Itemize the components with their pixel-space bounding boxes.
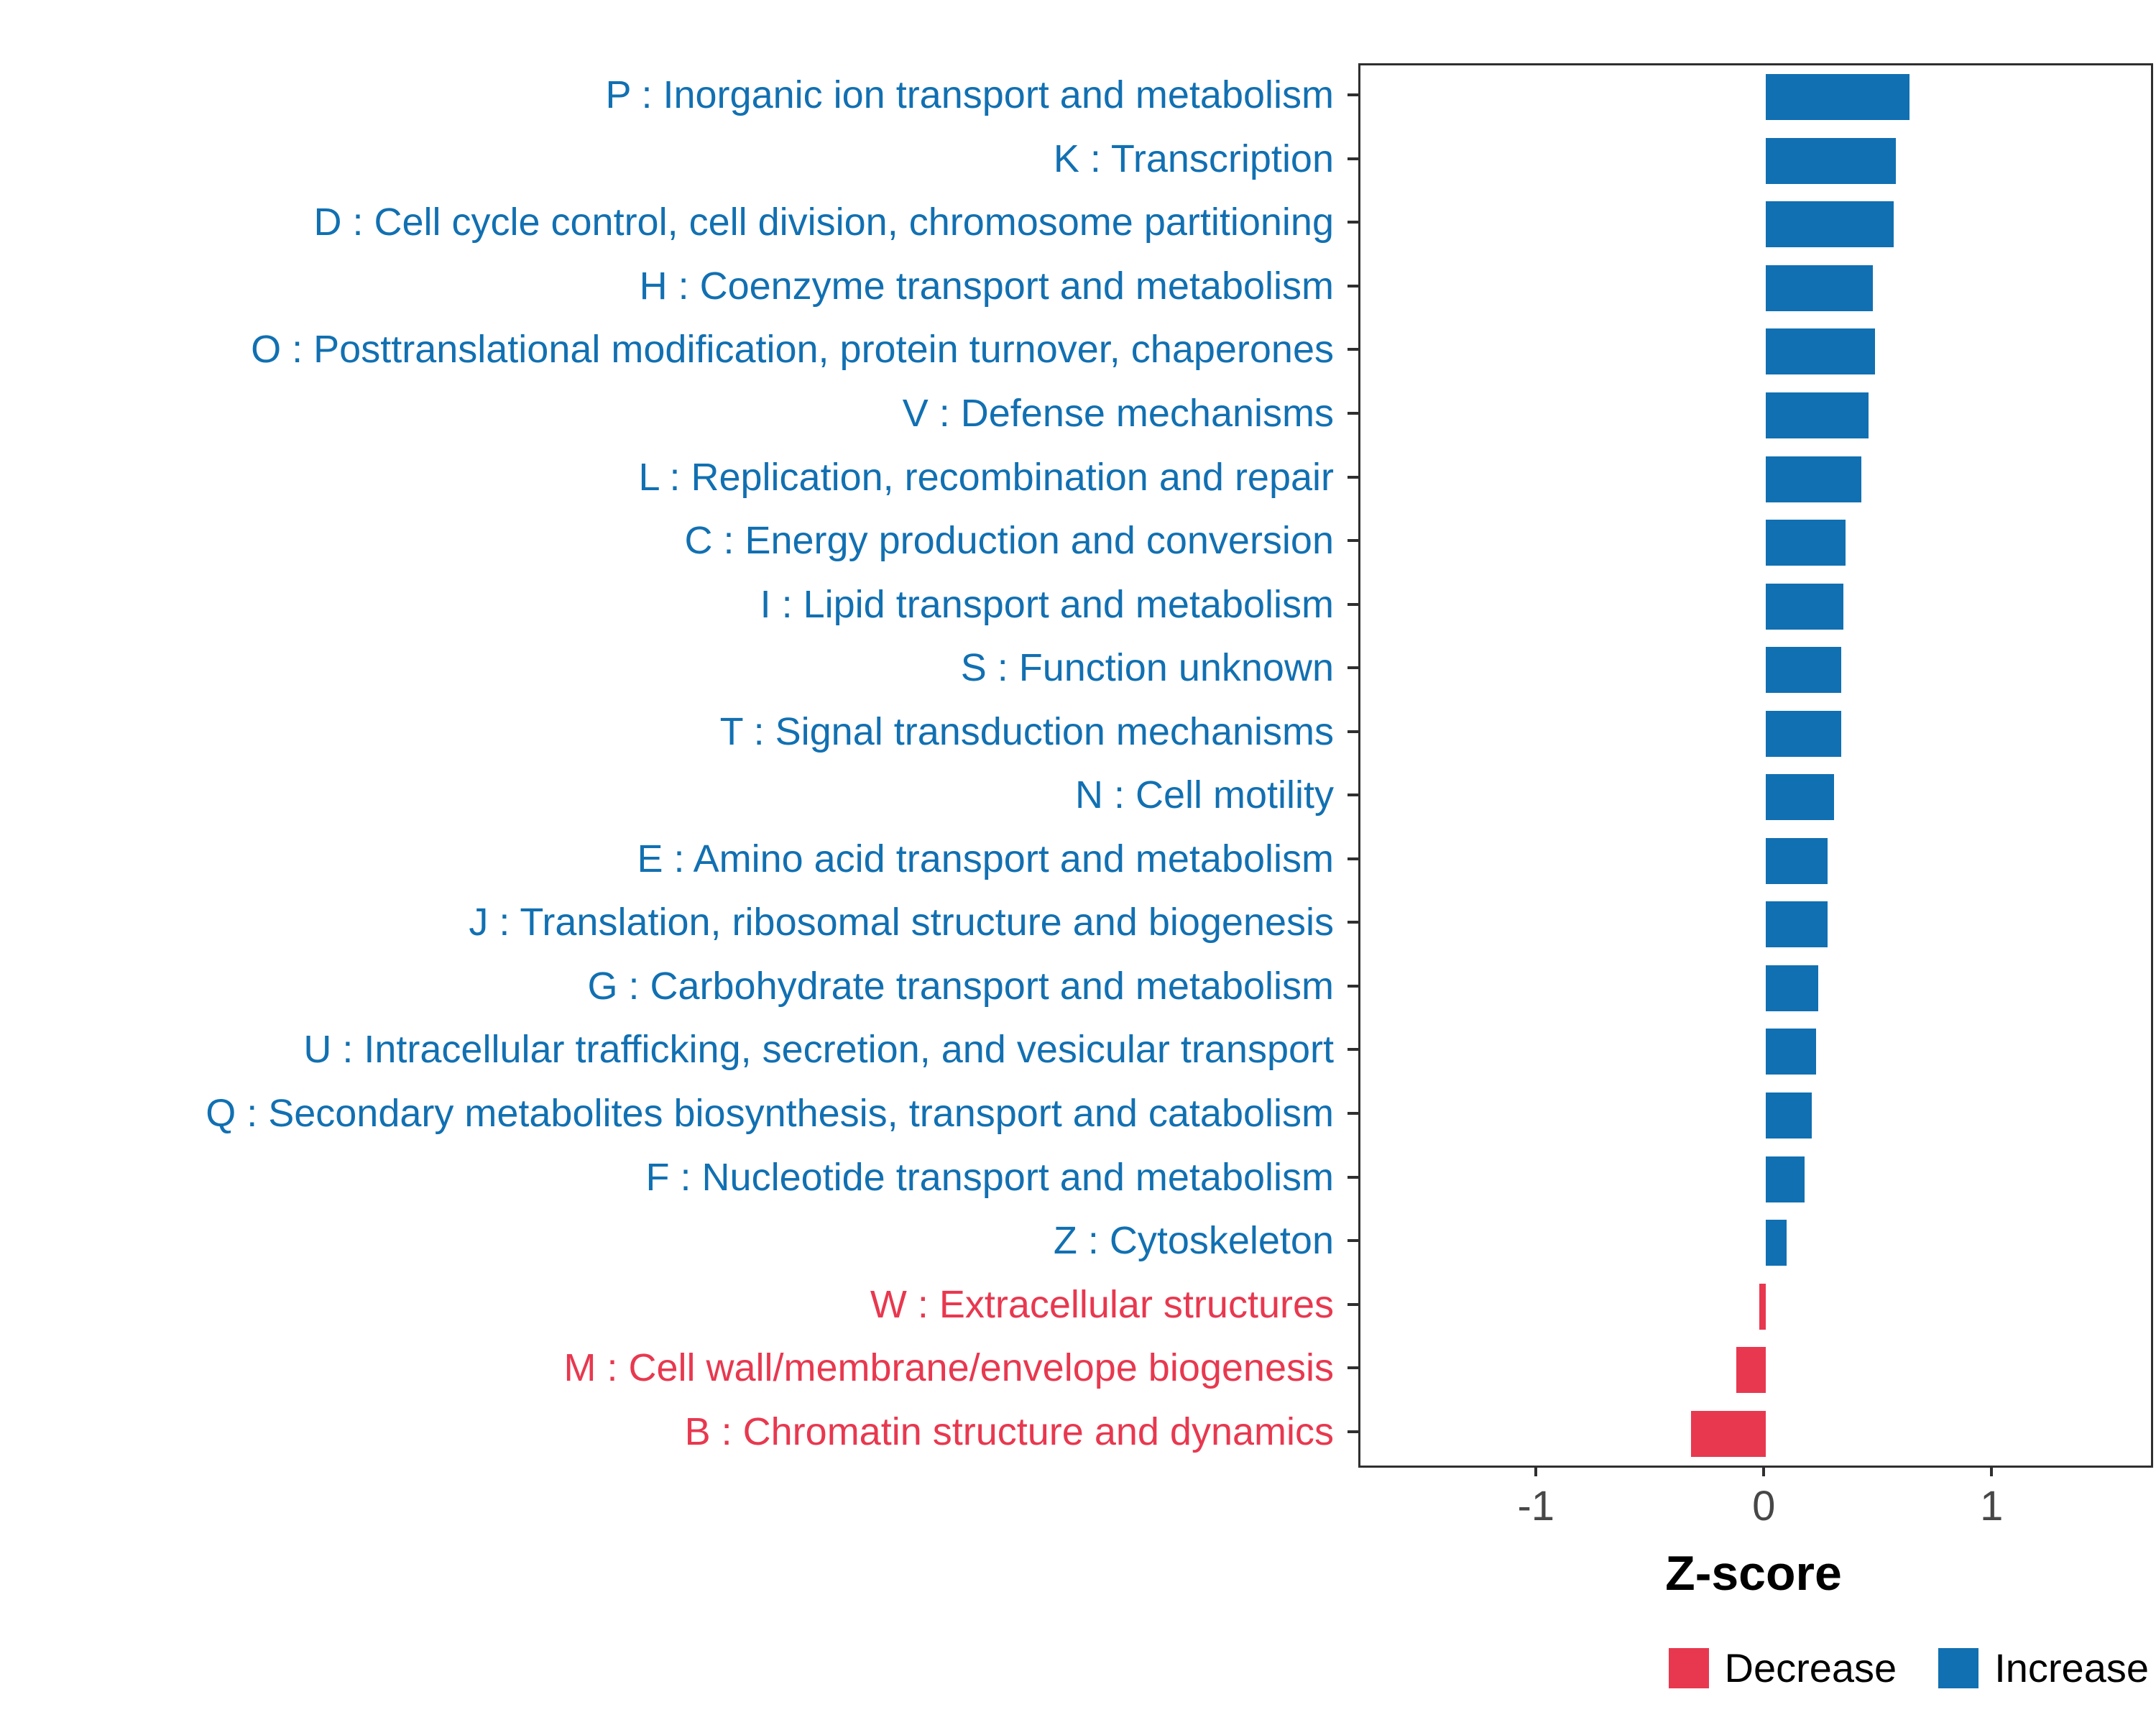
category-label: Z : Cytoskeleton [1053, 1219, 1334, 1263]
plot-panel [1358, 63, 2153, 1468]
category-label: P : Inorganic ion transport and metaboli… [605, 73, 1334, 117]
y-tick-mark [1348, 539, 1358, 543]
bar-v [1766, 392, 1869, 438]
y-tick-mark [1348, 730, 1358, 733]
x-axis-title: Z-score [1665, 1546, 1842, 1601]
bar-d [1766, 201, 1894, 248]
y-tick-mark [1348, 284, 1358, 288]
bar-e [1766, 837, 1828, 884]
category-label: K : Transcription [1053, 137, 1334, 180]
y-tick-mark [1348, 1430, 1358, 1433]
x-tick-mark [1762, 1466, 1766, 1476]
y-tick-mark [1348, 475, 1358, 479]
category-label: Q : Secondary metabolites biosynthesis, … [206, 1091, 1334, 1135]
y-tick-mark [1348, 157, 1358, 160]
bar-s [1766, 647, 1841, 694]
bar-c [1766, 520, 1846, 566]
category-label: V : Defense mechanisms [902, 391, 1334, 435]
category-label: I : Lipid transport and metabolism [760, 582, 1334, 626]
x-tick-mark [1534, 1466, 1538, 1476]
category-label: S : Function unknown [960, 646, 1334, 690]
bar-l [1766, 456, 1862, 502]
bar-w [1759, 1283, 1766, 1330]
y-tick-mark [1348, 984, 1358, 988]
category-label: O : Posttranslational modification, prot… [251, 328, 1334, 372]
bar-o [1766, 328, 1876, 375]
category-label: N : Cell motility [1074, 773, 1334, 817]
category-label: G : Carbohydrate transport and metabolis… [587, 964, 1335, 1008]
x-tick-label: 0 [1752, 1483, 1776, 1530]
y-tick-mark [1348, 1112, 1358, 1115]
y-tick-mark [1348, 1175, 1358, 1179]
legend-label: Increase [1994, 1645, 2149, 1690]
bar-k [1766, 137, 1896, 184]
bar-q [1766, 1092, 1812, 1138]
y-tick-mark [1348, 412, 1358, 415]
bar-j [1766, 901, 1828, 948]
bar-n [1766, 774, 1835, 821]
y-tick-mark [1348, 1302, 1358, 1306]
category-label: L : Replication, recombination and repai… [638, 455, 1334, 499]
bar-u [1766, 1029, 1816, 1075]
category-label: U : Intracellular trafficking, secretion… [303, 1028, 1334, 1072]
category-label: B : Chromatin structure and dynamics [684, 1409, 1334, 1453]
bar-z [1766, 1220, 1787, 1266]
y-tick-mark [1348, 602, 1358, 606]
bar-i [1766, 583, 1844, 630]
y-tick-mark [1348, 348, 1358, 351]
legend: Decrease Increase [1668, 1644, 2149, 1691]
y-tick-mark [1348, 794, 1358, 797]
y-tick-mark [1348, 921, 1358, 924]
x-tick-mark [1990, 1466, 1994, 1476]
category-label: W : Extracellular structures [870, 1282, 1334, 1326]
y-tick-mark [1348, 1366, 1358, 1370]
bar-b [1690, 1410, 1766, 1457]
y-tick-mark [1348, 857, 1358, 860]
bar-t [1766, 710, 1841, 757]
category-label: T : Signal transduction mechanisms [719, 709, 1334, 753]
bar-g [1766, 965, 1819, 1011]
category-label: C : Energy production and conversion [684, 519, 1334, 563]
y-tick-mark [1348, 1239, 1358, 1243]
category-label: F : Nucleotide transport and metabolism [645, 1155, 1334, 1199]
bar-f [1766, 1156, 1805, 1202]
y-tick-mark [1348, 221, 1358, 224]
x-tick-label: -1 [1517, 1483, 1555, 1530]
category-label-column: P : Inorganic ion transport and metaboli… [0, 63, 1334, 1463]
bar-p [1766, 74, 1909, 121]
category-label: E : Amino acid transport and metabolism [637, 837, 1334, 880]
y-tick-mark [1348, 1048, 1358, 1052]
legend-label: Decrease [1724, 1645, 1897, 1690]
y-tick-mark [1348, 666, 1358, 670]
legend-swatch-decrease [1668, 1647, 1709, 1688]
bar-m [1736, 1347, 1766, 1394]
legend-item-increase: Increase [1938, 1644, 2149, 1691]
category-label: M : Cell wall/membrane/envelope biogenes… [563, 1346, 1334, 1390]
category-label: H : Coenzyme transport and metabolism [639, 264, 1334, 308]
x-tick-label: 1 [1980, 1483, 2004, 1530]
bar-h [1766, 264, 1874, 311]
legend-item-decrease: Decrease [1668, 1644, 1897, 1691]
category-label: J : Translation, ribosomal structure and… [469, 901, 1334, 944]
legend-swatch-increase [1938, 1647, 1979, 1688]
category-label: D : Cell cycle control, cell division, c… [313, 201, 1334, 244]
y-tick-mark [1348, 93, 1358, 97]
